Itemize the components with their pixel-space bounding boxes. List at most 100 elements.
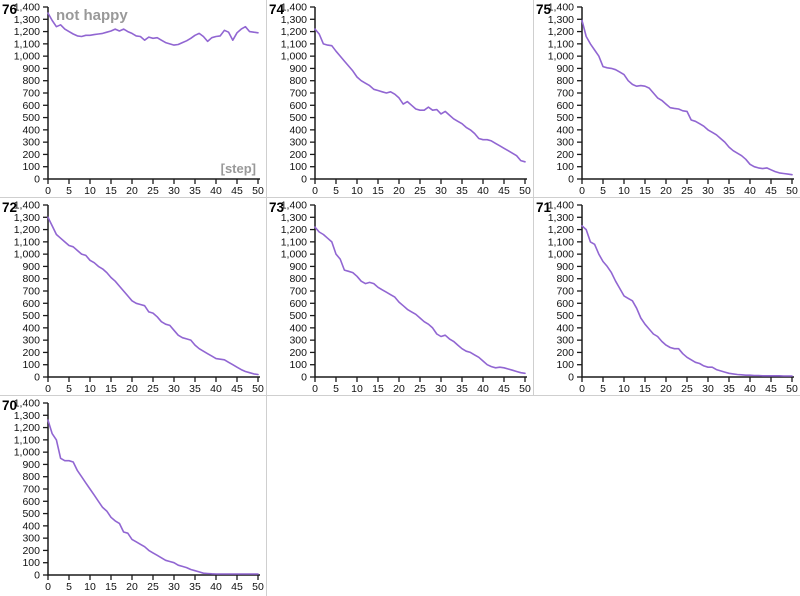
y-tick-label: 800: [556, 75, 574, 87]
x-tick-label: 40: [210, 581, 222, 593]
y-tick-label: 800: [22, 471, 40, 483]
x-tick-label: 15: [105, 185, 117, 197]
chart-cell-75: 0 100 200 300 400 500 600 700 800 900 1,000 1,100 1,…: [534, 0, 800, 198]
x-tick-label: 20: [393, 185, 405, 197]
y-tick-label: 700: [22, 286, 40, 298]
x-tick-label: 45: [498, 383, 510, 395]
x-tick-label: 20: [393, 383, 405, 395]
chart-svg: 01002003004005006007008009001,0001,1001,…: [269, 200, 531, 396]
x-tick-label: 25: [414, 383, 426, 395]
y-tick-label: 1,100: [14, 434, 40, 446]
y-tick-label: 1,300: [548, 212, 574, 224]
y-tick-label: 1,000: [14, 447, 40, 459]
y-tick-label: 1,000: [281, 51, 307, 63]
y-tick-label: 600: [22, 100, 40, 112]
annotation-text: not happy: [56, 7, 128, 24]
y-tick-label: 0: [568, 372, 574, 384]
chart-number-label: 76: [2, 2, 18, 17]
x-tick-label: 25: [681, 383, 693, 395]
y-tick-label: 1,200: [548, 224, 574, 236]
chart-number-label: 73: [269, 200, 285, 215]
y-tick-label: 900: [22, 261, 40, 273]
series-line: [314, 28, 526, 163]
y-tick-label: 900: [289, 63, 307, 75]
y-tick-label: 0: [34, 372, 40, 384]
y-tick-label: 800: [556, 273, 574, 285]
y-tick-label: 400: [289, 124, 307, 136]
series-line: [581, 225, 793, 377]
y-tick-label: 1,300: [281, 212, 307, 224]
x-tick-label: 5: [66, 581, 72, 593]
y-tick-label: 600: [289, 298, 307, 310]
empty-cell: [534, 396, 800, 596]
y-tick-label: 1,100: [14, 236, 40, 248]
x-tick-label: 45: [231, 581, 243, 593]
x-tick-label: 10: [84, 581, 96, 593]
axes-line: [47, 205, 260, 378]
x-tick-label: 50: [786, 383, 798, 395]
x-tick-label: 50: [252, 185, 264, 197]
x-tick-label: 40: [210, 185, 222, 197]
y-tick-label: 500: [22, 112, 40, 124]
y-tick-label: 600: [556, 298, 574, 310]
y-tick-label: 1,400: [281, 2, 307, 14]
x-tick-label: 15: [372, 185, 384, 197]
chart-svg: 01002003004005006007008009001,0001,1001,…: [2, 398, 264, 594]
y-tick-label: 0: [568, 174, 574, 186]
y-tick-label: 700: [22, 88, 40, 100]
axes-line: [581, 205, 794, 378]
y-tick-label: 800: [289, 273, 307, 285]
y-tick-label: 400: [22, 322, 40, 334]
x-tick-label: 30: [702, 383, 714, 395]
y-tick-label: 1,200: [14, 224, 40, 236]
y-tick-label: 700: [556, 88, 574, 100]
y-tick-label: 1,300: [281, 14, 307, 26]
y-tick-label: 400: [22, 520, 40, 532]
x-tick-label: 0: [45, 185, 51, 197]
y-tick-label: 100: [556, 161, 574, 173]
x-tick-label: 40: [477, 383, 489, 395]
y-tick-label: 500: [22, 310, 40, 322]
y-tick-label: 900: [22, 63, 40, 75]
x-axis-label: [step]: [221, 161, 256, 176]
y-tick-label: 200: [289, 347, 307, 359]
x-tick-label: 10: [618, 383, 630, 395]
y-tick-label: 500: [556, 112, 574, 124]
x-tick-label: 25: [414, 185, 426, 197]
y-tick-label: 700: [289, 88, 307, 100]
x-tick-label: 25: [147, 581, 159, 593]
x-tick-label: 40: [477, 185, 489, 197]
y-tick-label: 1,000: [14, 51, 40, 63]
x-tick-label: 35: [456, 185, 468, 197]
y-tick-label: 1,100: [281, 236, 307, 248]
chart-number-label: 75: [536, 2, 552, 17]
y-tick-label: 1,400: [14, 200, 40, 212]
y-tick-label: 600: [556, 100, 574, 112]
y-tick-label: 200: [22, 347, 40, 359]
y-tick-label: 1,200: [281, 224, 307, 236]
x-tick-label: 10: [351, 383, 363, 395]
y-tick-label: 1,400: [281, 200, 307, 212]
y-tick-label: 400: [556, 124, 574, 136]
y-tick-label: 600: [289, 100, 307, 112]
x-tick-label: 50: [786, 185, 798, 197]
y-tick-label: 700: [22, 484, 40, 496]
chart-cell-71: 0 100 200 300 400 500 600 700 800 900 1,000 1,100 1,…: [534, 198, 800, 396]
y-tick-label: 300: [556, 335, 574, 347]
x-tick-label: 40: [744, 185, 756, 197]
chart-number-label: 72: [2, 200, 17, 215]
series-line: [314, 226, 526, 375]
y-tick-label: 1,200: [14, 26, 40, 38]
x-tick-label: 25: [147, 185, 159, 197]
y-tick-label: 500: [289, 112, 307, 124]
x-tick-label: 10: [618, 185, 630, 197]
x-tick-label: 20: [126, 383, 138, 395]
y-tick-label: 200: [556, 347, 574, 359]
chart-cell-74: 0 100 200 300 400 500 600 700 800 900 1,000 1,100 1,…: [267, 0, 534, 198]
x-tick-label: 40: [210, 383, 222, 395]
chart-number-label: 71: [536, 200, 552, 215]
empty-cell: [267, 396, 534, 596]
x-tick-label: 20: [660, 185, 672, 197]
x-tick-label: 5: [600, 383, 606, 395]
y-tick-label: 0: [34, 174, 40, 186]
